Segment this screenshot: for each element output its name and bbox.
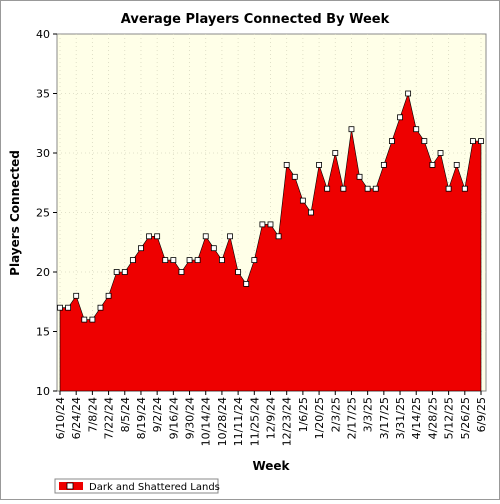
data-point [243, 280, 250, 287]
x-tick-label: 9/2/24 [151, 397, 164, 432]
x-tick-label: 4/28/25 [426, 397, 439, 439]
data-point [340, 185, 347, 192]
data-point [275, 233, 282, 240]
x-tick-label: 9/30/24 [184, 397, 197, 439]
y-tick-label: 30 [36, 147, 50, 160]
legend: Dark and Shattered Lands [54, 478, 220, 494]
data-point [324, 185, 331, 192]
data-point [380, 161, 387, 168]
data-point [219, 257, 225, 264]
y-tick-label: 35 [36, 88, 50, 101]
data-point [162, 257, 169, 264]
x-tick-label: 3/17/25 [378, 397, 391, 439]
x-tick-label: 12/23/24 [281, 397, 294, 446]
y-axis-label: Players Connected [8, 150, 22, 276]
data-point [413, 126, 420, 133]
x-tick-label: 2/3/25 [329, 397, 342, 432]
data-point [73, 292, 80, 299]
data-point [105, 292, 112, 299]
x-tick-label: 4/14/25 [410, 397, 423, 439]
data-point [283, 161, 290, 168]
data-point [372, 185, 379, 192]
legend-label: Dark and Shattered Lands [89, 482, 220, 493]
x-axis: 6/10/24 6/24/24 7/8/24 7/22/24 8/5/24 8/19/24… [54, 391, 488, 446]
data-point [461, 185, 468, 192]
data-point [202, 233, 209, 240]
data-point [332, 150, 339, 156]
data-point [57, 304, 63, 311]
y-tick-label: 40 [36, 28, 50, 41]
data-point [170, 257, 177, 264]
data-point [146, 233, 152, 240]
x-tick-label: 8/5/24 [119, 397, 132, 432]
data-point [437, 150, 444, 156]
x-tick-label: 8/19/24 [135, 397, 148, 439]
data-point [308, 209, 314, 216]
data-point [291, 173, 298, 180]
x-tick-label: 5/12/25 [443, 397, 456, 439]
x-tick-label: 7/8/24 [86, 397, 99, 432]
data-point [299, 197, 306, 204]
data-point [186, 257, 193, 264]
data-point [469, 138, 476, 145]
x-tick-label: 6/10/24 [54, 397, 67, 439]
y-tick-label: 25 [36, 207, 50, 220]
y-tick-label: 20 [36, 266, 50, 279]
data-point [259, 221, 266, 228]
x-tick-label: 3/31/25 [394, 397, 407, 439]
y-tick-label: 10 [36, 385, 50, 398]
data-point [405, 90, 412, 97]
legend-box [54, 478, 219, 494]
data-point [89, 316, 96, 323]
y-axis: 10 15 20 25 30 35 40 [36, 28, 57, 398]
x-tick-label: 10/28/24 [216, 397, 229, 446]
x-tick-label: 6/9/25 [475, 397, 488, 432]
legend-marker [66, 482, 74, 490]
data-point [210, 245, 217, 252]
x-tick-label: 9/16/24 [167, 397, 180, 439]
data-point [429, 161, 436, 168]
data-point [267, 221, 274, 228]
x-tick-label: 11/25/24 [248, 397, 261, 446]
x-tick-label: 1/6/25 [297, 397, 310, 432]
data-point [478, 138, 484, 145]
data-point [348, 126, 355, 133]
x-tick-label: 1/20/25 [313, 397, 326, 439]
x-tick-label: 2/17/25 [345, 397, 358, 439]
chart-title: Average Players Connected By Week [121, 12, 390, 27]
data-point [445, 185, 452, 192]
data-point [251, 257, 258, 264]
data-point [194, 257, 201, 264]
data-point [97, 304, 104, 311]
data-point [121, 269, 128, 275]
x-tick-label: 7/22/24 [103, 397, 116, 439]
data-point [65, 304, 71, 311]
data-point [389, 138, 395, 145]
x-tick-label: 10/14/24 [200, 397, 213, 446]
data-point [364, 185, 371, 192]
x-tick-label: 6/24/24 [70, 397, 83, 439]
x-tick-label: 3/3/25 [362, 397, 375, 432]
data-point [81, 316, 88, 323]
data-point [316, 161, 322, 168]
markers [57, 90, 484, 323]
data-point [138, 245, 144, 252]
x-tick-label: 12/9/24 [265, 397, 278, 439]
data-point [397, 114, 403, 121]
data-point [421, 138, 428, 145]
data-point [235, 269, 242, 275]
x-tick-label: 11/11/24 [232, 397, 245, 446]
y-tick-label: 15 [36, 326, 50, 339]
x-axis-label: Week [252, 459, 290, 473]
data-point [154, 233, 161, 240]
data-point [129, 257, 136, 264]
data-point [227, 233, 233, 240]
data-point [113, 269, 120, 275]
data-point [178, 269, 185, 275]
x-tick-label: 5/26/25 [459, 397, 472, 439]
data-point [356, 173, 363, 180]
data-point [453, 161, 460, 168]
